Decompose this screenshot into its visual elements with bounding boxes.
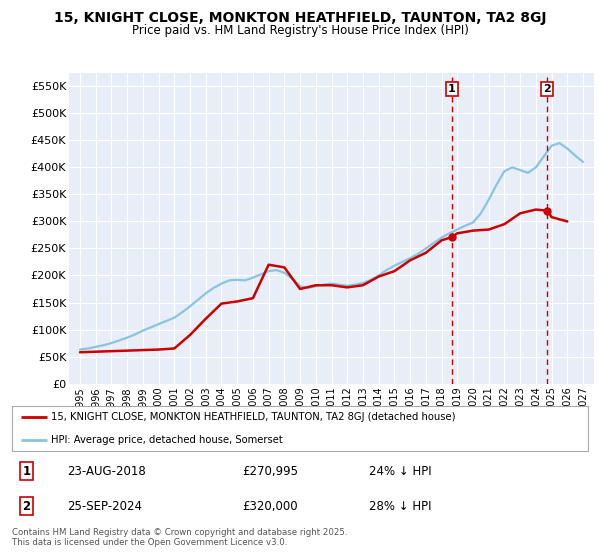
Text: £270,995: £270,995	[242, 465, 298, 478]
Text: 25-SEP-2024: 25-SEP-2024	[67, 500, 142, 512]
Text: 15, KNIGHT CLOSE, MONKTON HEATHFIELD, TAUNTON, TA2 8GJ: 15, KNIGHT CLOSE, MONKTON HEATHFIELD, TA…	[54, 11, 546, 25]
Text: 15, KNIGHT CLOSE, MONKTON HEATHFIELD, TAUNTON, TA2 8GJ (detached house): 15, KNIGHT CLOSE, MONKTON HEATHFIELD, TA…	[51, 412, 455, 422]
FancyBboxPatch shape	[12, 406, 588, 451]
Text: £320,000: £320,000	[242, 500, 298, 512]
Text: 1: 1	[22, 465, 31, 478]
Text: 28% ↓ HPI: 28% ↓ HPI	[369, 500, 431, 512]
Text: 2: 2	[22, 500, 31, 512]
Text: 2: 2	[544, 84, 551, 94]
Text: HPI: Average price, detached house, Somerset: HPI: Average price, detached house, Some…	[51, 435, 283, 445]
Text: Contains HM Land Registry data © Crown copyright and database right 2025.
This d: Contains HM Land Registry data © Crown c…	[12, 528, 347, 547]
Text: Price paid vs. HM Land Registry's House Price Index (HPI): Price paid vs. HM Land Registry's House …	[131, 24, 469, 37]
Text: 1: 1	[448, 84, 455, 94]
Text: 23-AUG-2018: 23-AUG-2018	[67, 465, 145, 478]
Text: 24% ↓ HPI: 24% ↓ HPI	[369, 465, 432, 478]
